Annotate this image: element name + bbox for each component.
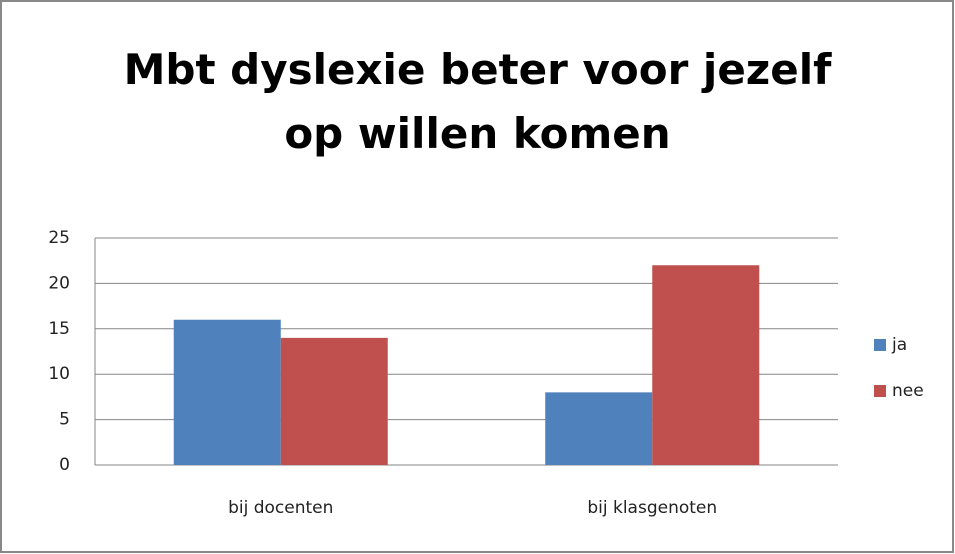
y-tick-label: 5 [59, 410, 70, 430]
chart-title: Mbt dyslexie beter voor jezelf op willen… [123, 45, 832, 158]
x-tick-label: bij docenten [228, 498, 333, 518]
bar [173, 319, 281, 465]
legend-swatch [874, 339, 886, 351]
bar [545, 392, 653, 465]
legend-label: ja [891, 335, 907, 355]
legend-label: nee [892, 381, 924, 401]
bar [652, 265, 760, 465]
y-tick-label: 20 [48, 273, 70, 293]
y-tick-label: 0 [59, 455, 70, 475]
y-tick-label: 25 [48, 228, 70, 248]
y-tick-label: 10 [48, 364, 70, 384]
y-tick-label: 15 [48, 319, 70, 339]
x-tick-label: bij klasgenoten [587, 498, 717, 518]
bar [280, 337, 388, 465]
legend-swatch [874, 385, 886, 397]
